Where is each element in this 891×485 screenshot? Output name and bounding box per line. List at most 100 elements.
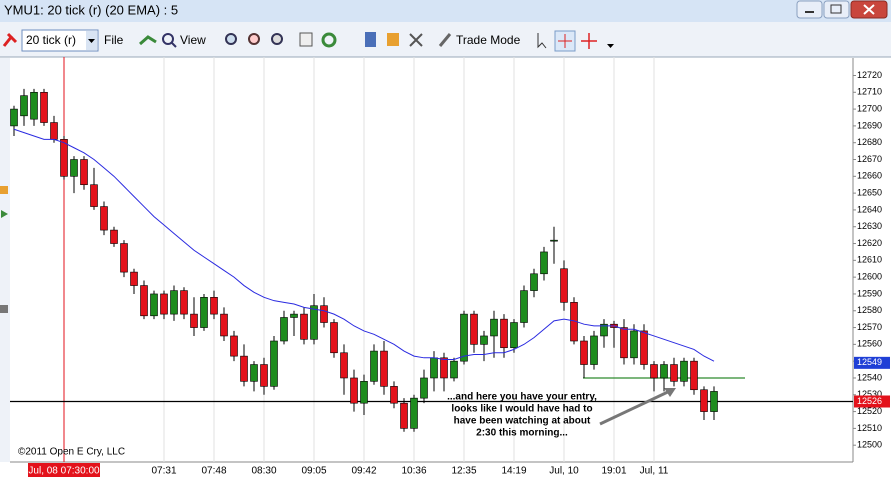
candle-body	[240, 355, 248, 382]
y-tick-label: 12520	[857, 406, 882, 416]
candle-body	[190, 313, 198, 328]
icon	[558, 34, 572, 48]
y-tick-label: 12690	[857, 120, 882, 130]
y-tick-label: 12700	[857, 103, 882, 113]
price-marker-label: 12526	[857, 396, 882, 406]
file-menu[interactable]: File	[104, 33, 124, 47]
candle-body	[150, 293, 158, 317]
time-axis	[0, 462, 891, 480]
trade-mode-button[interactable]: Trade Mode	[456, 33, 521, 47]
icon[interactable]	[387, 33, 399, 46]
zoom-out[interactable]	[248, 33, 260, 45]
icon[interactable]	[139, 35, 157, 46]
x-tick-label: 08:30	[251, 466, 276, 477]
y-tick-label: 12640	[857, 204, 882, 214]
icon	[88, 39, 95, 43]
candle-body	[170, 290, 178, 315]
refresh[interactable]	[321, 32, 337, 48]
candle-body	[200, 297, 208, 328]
candle-body	[470, 313, 478, 345]
global-crosshair[interactable]	[581, 33, 597, 49]
icon[interactable]	[0, 305, 8, 313]
zoom-in[interactable]	[225, 33, 237, 45]
candle-body	[50, 122, 58, 140]
window-buttons[interactable]	[796, 0, 888, 19]
left-toolbar	[0, 58, 10, 462]
price-marker	[854, 356, 890, 369]
candle-body	[650, 364, 658, 379]
icon	[162, 33, 174, 45]
x-tick-label: 19:01	[601, 466, 626, 477]
candle-body	[490, 318, 498, 337]
candle-body	[520, 290, 528, 323]
candle-body	[280, 317, 288, 342]
minimize-button[interactable]	[796, 0, 823, 19]
candle-body	[420, 377, 428, 399]
candle-body	[70, 159, 78, 177]
annotation: looks like I would have had to	[451, 404, 592, 415]
interval-dropdown[interactable]	[21, 29, 99, 52]
price-marker	[854, 395, 890, 408]
candle-body	[300, 313, 308, 340]
candle-body	[250, 364, 258, 382]
x-tick-label: 10:36	[401, 466, 426, 477]
pointer-tool[interactable]	[537, 33, 547, 49]
candle-body	[100, 206, 108, 231]
x-tick-label: 09:05	[301, 466, 326, 477]
candle-body	[690, 360, 698, 391]
candle-body	[270, 340, 278, 387]
y-tick-label: 12500	[857, 440, 882, 450]
candle-body	[220, 313, 228, 337]
candle-body	[30, 91, 38, 120]
icon[interactable]	[0, 186, 8, 194]
y-tick-label: 12600	[857, 272, 882, 282]
icon[interactable]	[409, 33, 423, 47]
maximize-button[interactable]	[823, 0, 850, 19]
icon[interactable]	[299, 32, 313, 47]
y-tick-label: 12530	[857, 389, 882, 399]
y-tick-label: 12670	[857, 154, 882, 164]
plot: Jul, 08 07:30:00 07:31 07:48 08:30 09:05 09:4…	[10, 57, 890, 477]
x-tick-label: Jul, 08 07:30:00	[28, 466, 100, 477]
y-tick-label: 12580	[857, 305, 882, 315]
x-tick-label: Jul, 10	[549, 466, 579, 477]
y-tick-label: 12660	[857, 171, 882, 181]
candle-body	[590, 335, 598, 365]
candle-body	[700, 389, 708, 412]
candle-body	[60, 139, 68, 177]
ema-line	[13, 128, 715, 362]
y-tick-label: 12680	[857, 137, 882, 147]
candle-body	[600, 323, 608, 337]
y-tick-label: 12540	[857, 372, 882, 382]
candle-body	[330, 322, 338, 354]
candle-body	[560, 268, 568, 303]
annotation: have been watching at about	[454, 416, 591, 427]
candle-body	[130, 271, 138, 286]
candle-body	[530, 273, 538, 291]
candle-body	[620, 327, 628, 359]
cursor-label-bg	[28, 463, 100, 477]
x-tick-label: 07:48	[201, 466, 226, 477]
candle-body	[40, 91, 48, 123]
overflow[interactable]	[607, 44, 614, 48]
candle-body	[430, 357, 438, 379]
pin-icon[interactable]	[2, 32, 18, 47]
candle-body	[450, 360, 458, 379]
candle-body	[410, 397, 418, 429]
price-axis	[853, 58, 891, 462]
candle-body	[290, 313, 298, 318]
zoom[interactable]	[271, 33, 283, 45]
view-menu[interactable]: View	[180, 33, 206, 47]
candle-body	[360, 381, 368, 404]
icon[interactable]	[365, 32, 376, 47]
x-tick-label: 09:42	[351, 466, 376, 477]
y-tick-label: 12590	[857, 288, 882, 298]
candle-body	[540, 251, 548, 275]
candle-body	[320, 305, 328, 323]
candle-body	[160, 293, 168, 315]
y-tick-label: 12610	[857, 255, 882, 265]
icon[interactable]	[1, 210, 8, 218]
icon	[438, 33, 452, 47]
y-tick-label: 12570	[857, 322, 882, 332]
y-tick-label: 12630	[857, 221, 882, 231]
